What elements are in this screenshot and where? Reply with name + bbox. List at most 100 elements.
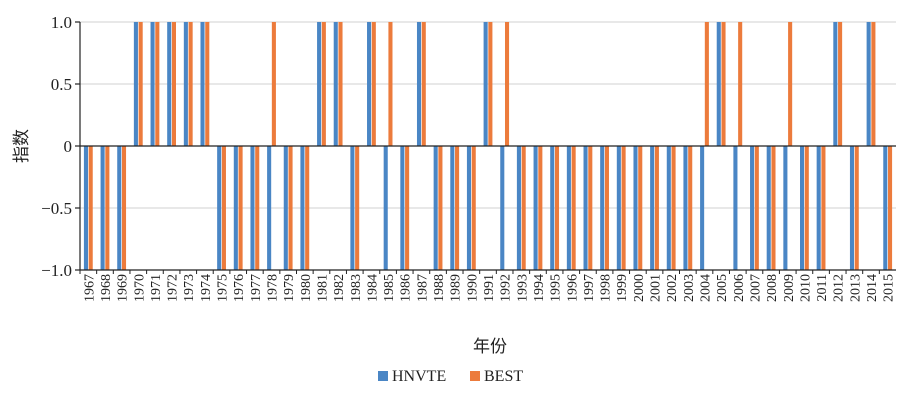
x-tick-label-2006: 2006: [732, 274, 747, 302]
bar-best-1982: [338, 22, 343, 146]
bar-hnvte-2007: [750, 146, 755, 270]
bar-hnvte-1979: [283, 146, 288, 270]
bar-best-1984: [371, 22, 376, 146]
x-tick-label-1997: 1997: [582, 274, 597, 302]
bar-best-1996: [571, 146, 576, 270]
bar-best-1976: [238, 146, 243, 270]
y-tick-label: −0.5: [41, 199, 72, 218]
bar-hnvte-1984: [367, 22, 372, 146]
bar-hnvte-1997: [583, 146, 588, 270]
bar-hnvte-1999: [616, 146, 621, 270]
bar-hnvte-2015: [883, 146, 888, 270]
x-tick-label-2005: 2005: [715, 274, 730, 302]
bar-best-1990: [471, 146, 476, 270]
bar-hnvte-1987: [416, 22, 422, 146]
x-tick-label-1994: 1994: [532, 274, 547, 302]
bar-best-2001: [654, 146, 659, 270]
bar-hnvte-1975: [217, 146, 222, 270]
bar-best-1989: [455, 146, 460, 270]
bar-best-1968: [105, 146, 110, 270]
bar-hnvte-1990: [466, 146, 472, 270]
bar-hnvte-1972: [167, 22, 172, 146]
legend: HNVTE BEST: [378, 368, 523, 385]
bar-hnvte-2013: [849, 146, 855, 270]
x-tick-label-2015: 2015: [882, 274, 897, 302]
x-tick-label-1986: 1986: [399, 274, 414, 302]
x-tick-label-2011: 2011: [815, 274, 830, 301]
y-tick-label: 1.0: [51, 13, 72, 32]
x-tick-labels: 1967 1968 1969 1970 1971 1972 1973 1974 1975 1976…: [82, 274, 896, 302]
x-tick-label-1973: 1973: [182, 274, 197, 302]
x-tick-label-1984: 1984: [365, 274, 380, 302]
bar-best-1985: [388, 22, 393, 146]
bar-best-1998: [604, 146, 609, 270]
bar-best-1994: [538, 146, 543, 270]
x-tick-label-1974: 1974: [199, 274, 214, 302]
x-tick-label-2014: 2014: [865, 274, 880, 302]
bar-best-1977: [255, 146, 260, 270]
legend-swatch-best: [470, 371, 480, 381]
bar-best-2006: [738, 22, 743, 146]
bar-best-1995: [554, 146, 560, 270]
bar-best-2012: [838, 22, 843, 146]
bar-hnvte-2011: [816, 146, 821, 270]
x-tick-label-2009: 2009: [782, 274, 797, 302]
x-tick-label-2001: 2001: [649, 274, 664, 302]
bar-hnvte-1971: [150, 22, 155, 146]
x-tick-label-1971: 1971: [149, 274, 164, 302]
x-tick-label-2007: 2007: [748, 274, 763, 302]
x-tick-label-1989: 1989: [449, 274, 464, 302]
x-tick-label-2008: 2008: [765, 274, 780, 302]
x-tick-label-1975: 1975: [216, 274, 231, 302]
bar-hnvte-1973: [183, 22, 188, 146]
legend-label-best: BEST: [484, 368, 523, 385]
bar-hnvte-2003: [683, 146, 688, 270]
x-tick-label-1968: 1968: [99, 274, 114, 302]
x-tick-label-2004: 2004: [698, 274, 713, 302]
bar-best-1978: [271, 22, 276, 146]
x-tick-label-1983: 1983: [349, 274, 364, 302]
bar-hnvte-1988: [433, 146, 438, 270]
bar-best-2002: [671, 146, 676, 270]
bar-hnvte-1992: [500, 146, 505, 270]
bar-best-1983: [355, 146, 360, 270]
bar-hnvte-1977: [250, 146, 255, 270]
legend-label-hnvte: HNVTE: [392, 368, 446, 385]
x-tick-label-1970: 1970: [132, 274, 147, 302]
bar-best-1999: [621, 146, 626, 270]
bar-hnvte-2002: [666, 146, 671, 270]
bar-hnvte-1991: [483, 22, 488, 146]
bar-best-1971: [155, 22, 160, 146]
x-tick-label-1998: 1998: [599, 274, 614, 302]
bar-best-1992: [504, 22, 510, 146]
bar-best-2000: [638, 146, 643, 270]
x-tick-label-1978: 1978: [266, 274, 281, 302]
x-tick-label-1972: 1972: [166, 274, 181, 302]
bar-hnvte-2010: [800, 146, 805, 270]
bar-hnvte-1995: [550, 146, 555, 270]
x-tick-label-1988: 1988: [432, 274, 447, 302]
y-tick-label: −1.0: [41, 261, 72, 280]
bar-best-1988: [438, 146, 443, 270]
bar-hnvte-1985: [383, 146, 388, 270]
bar-best-1969: [121, 146, 127, 270]
bar-hnvte-2005: [716, 22, 721, 146]
x-tick-label-1993: 1993: [515, 274, 530, 302]
bar-hnvte-2004: [700, 146, 705, 270]
bar-best-2004: [704, 22, 709, 146]
x-tick-label-1977: 1977: [249, 274, 264, 302]
bar-hnvte-2006: [733, 146, 738, 270]
bar-hnvte-1976: [233, 146, 238, 270]
x-tick-label-2003: 2003: [682, 274, 697, 302]
x-axis-title: 年份: [473, 337, 507, 357]
bar-hnvte-2014: [866, 22, 871, 146]
bar-best-2010: [804, 146, 809, 270]
bar-best-2005: [721, 22, 726, 146]
bar-best-1993: [521, 146, 526, 270]
bar-best-2014: [871, 22, 876, 146]
bar-best-1972: [171, 22, 176, 146]
x-tick-label-1985: 1985: [382, 274, 397, 302]
x-tick-label-1967: 1967: [82, 274, 97, 302]
x-tick-label-1969: 1969: [116, 274, 131, 302]
